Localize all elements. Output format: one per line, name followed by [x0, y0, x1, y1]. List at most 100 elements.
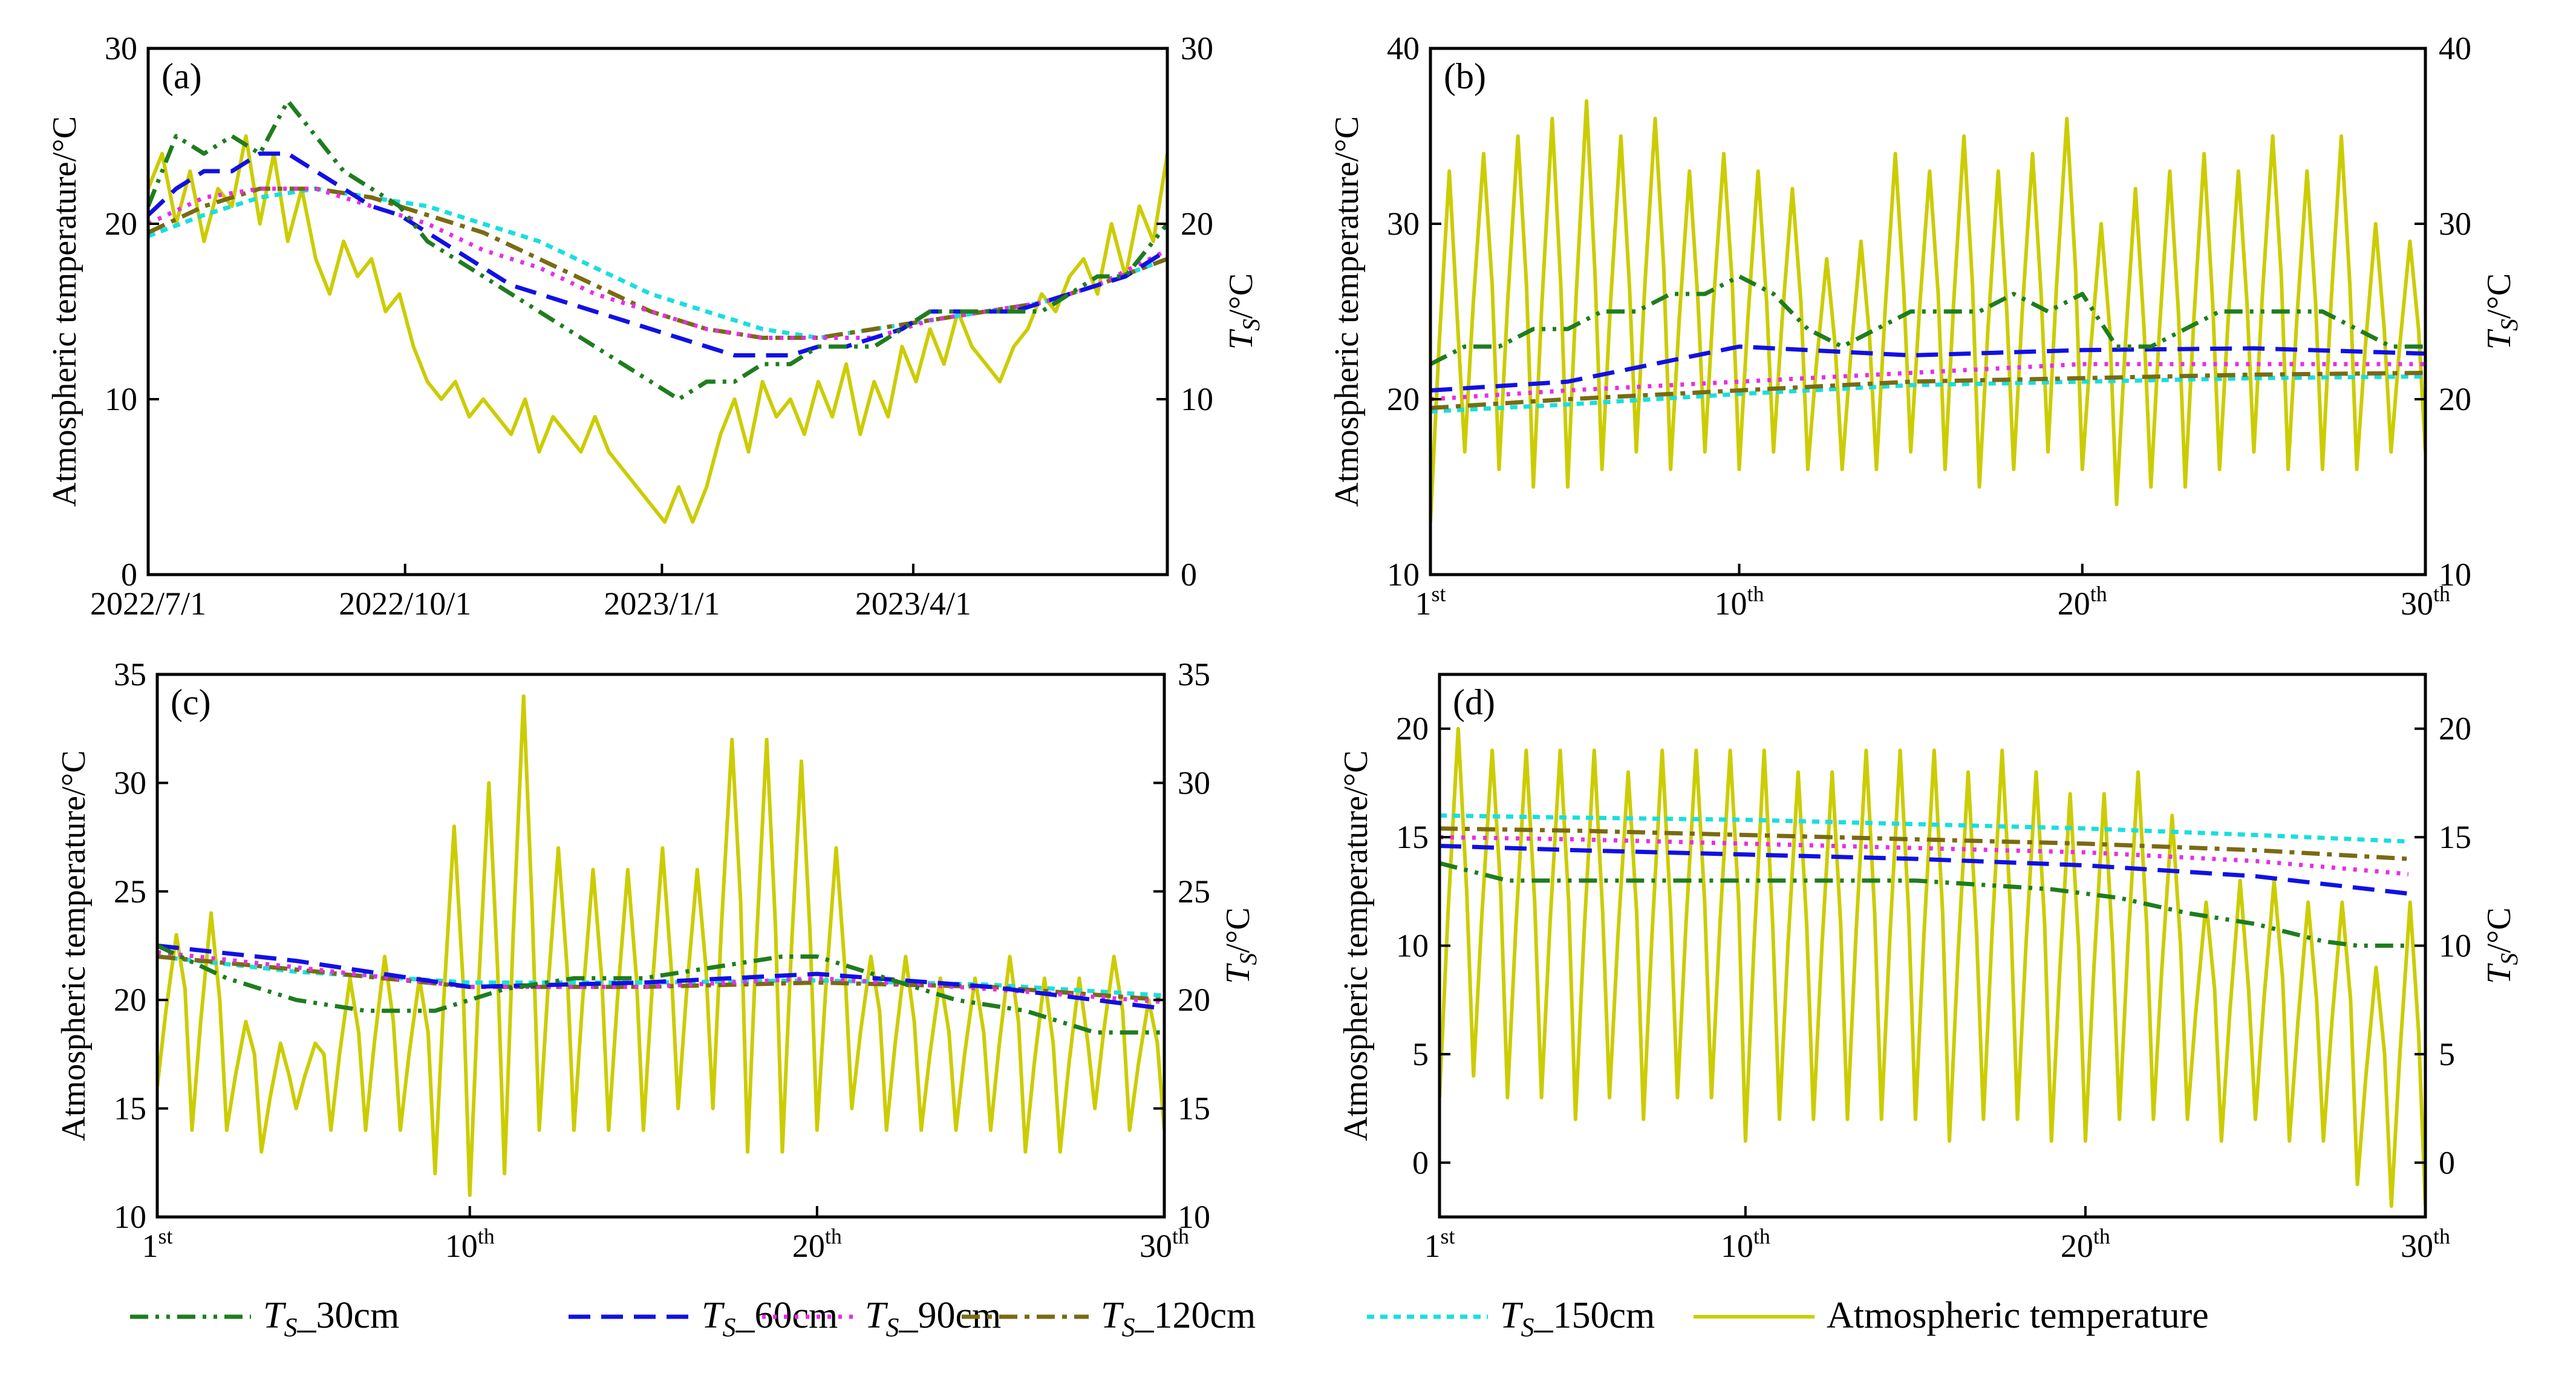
y-tick-label: 40: [1387, 30, 1420, 67]
plot-frame: [1429, 47, 2427, 576]
y-tick-label: 10: [105, 381, 137, 417]
y-tick-label-right: 30: [2439, 206, 2471, 242]
x-tick-label: 1st: [142, 1224, 172, 1264]
y-tick-label: 5: [1412, 1036, 1429, 1072]
panel-b: 10 10 20 20 30 30 40 40 1st 10th 20th 30th (b) Atmosp…: [1328, 30, 2523, 622]
plot-frame: [146, 47, 1169, 576]
y-axis-label-left: Atmospheric temperature/°C: [1328, 116, 1366, 507]
atmospheric-temperature-line: [1440, 726, 2425, 1208]
y-axis-label-right: TS/°C: [1222, 273, 1265, 350]
panel-c: 10 10 15 15 20 20 25 25 30 30 35 35 1st 10th 20th 30th (…: [55, 656, 1262, 1264]
x-tick-label: 30th: [1140, 1224, 1189, 1264]
y-tick-label: 25: [114, 873, 146, 910]
y-tick-label: 20: [114, 982, 146, 1018]
y-tick-label: 20: [1396, 711, 1429, 747]
x-tick-label: 30th: [2401, 1224, 2450, 1264]
x-tick-label: 2023/4/1: [855, 585, 971, 622]
ts60-line: [148, 151, 1167, 357]
y-tick-label: 15: [1396, 819, 1429, 855]
legend: TS_30cm TS_60cm TS_90cm TS_120cm TS_150cm Atm…: [130, 1295, 2209, 1342]
y-tick-label: 10: [114, 1199, 146, 1235]
atmospheric-temperature-line: [157, 694, 1164, 1198]
legend-label-ts150: TS_150cm: [1500, 1295, 1655, 1342]
x-tick-label: 1st: [1415, 582, 1446, 622]
y-tick-label-right: 25: [1178, 873, 1210, 910]
panel-tag: (d): [1453, 682, 1495, 722]
ts120-line: [1440, 826, 2409, 861]
y-tick-label-right: 10: [2439, 928, 2471, 964]
y-tick-label-right: 20: [2439, 381, 2471, 417]
legend-label-ts120: TS_120cm: [1101, 1295, 1256, 1342]
legend-label-ts90: TS_90cm: [865, 1295, 1001, 1342]
y-tick-label-right: 0: [1181, 556, 1197, 593]
y-tick-label-right: 15: [1178, 1091, 1210, 1127]
y-tick-label-right: 30: [1181, 30, 1213, 67]
x-tick-label: 2023/1/1: [604, 585, 720, 622]
ts150-line: [157, 954, 1164, 998]
legend-item-ts30: TS_30cm: [130, 1295, 399, 1342]
ts30-line: [148, 99, 1167, 402]
ts60-line: [1430, 344, 2425, 393]
y-axis-label-left: Atmospheric temperature/°C: [1337, 751, 1375, 1141]
y-tick-label-right: 30: [1178, 765, 1210, 801]
ts30-line: [157, 944, 1164, 1035]
x-tick-label: 10th: [1715, 582, 1764, 622]
ts60-line: [157, 944, 1164, 1011]
plot-frame: [155, 673, 1166, 1219]
y-tick-label: 30: [1387, 206, 1420, 242]
y-tick-label-right: 40: [2439, 30, 2471, 67]
y-tick-label-right: 10: [1178, 1199, 1210, 1235]
y-tick-label: 35: [114, 656, 146, 693]
ts90-line: [1430, 362, 2425, 402]
y-axis-label-right: TS/°C: [1219, 907, 1262, 983]
y-tick-label: 20: [105, 206, 137, 242]
y-tick-label: 0: [121, 556, 137, 593]
legend-item-ts150: TS_150cm: [1367, 1295, 1655, 1342]
legend-item-ts120: TS_120cm: [962, 1295, 1256, 1342]
ts30-line: [1440, 861, 2408, 948]
panel-d: 0 0 5 5 10 10 15 15 20 20 1st 10th 20th 30th (d) Atmosp…: [1337, 673, 2523, 1264]
ts150-line: [1440, 813, 2409, 844]
ts150-line: [1430, 374, 2425, 414]
y-tick-label-right: 20: [1178, 982, 1210, 1018]
plot-area-b: [1430, 99, 2425, 523]
ts120-line: [148, 186, 1167, 340]
x-tick-label: 30th: [2401, 582, 2450, 622]
x-tick-label: 10th: [445, 1224, 495, 1264]
ts60-line: [1440, 843, 2409, 896]
y-tick-label-right: 20: [1181, 206, 1213, 242]
y-tick-label-right: 10: [1181, 381, 1213, 417]
y-axis-label-right: TS/°C: [2480, 273, 2523, 350]
x-tick-label: 20th: [2061, 1224, 2110, 1264]
y-axis-label-left: Atmospheric temperature/°C: [55, 751, 93, 1141]
panel-tag: (b): [1444, 56, 1486, 96]
ts90-line: [1440, 835, 2409, 876]
y-tick-label-right: 35: [1178, 656, 1210, 693]
y-tick-label: 15: [114, 1091, 146, 1127]
x-tick-label: 2022/10/1: [339, 585, 471, 622]
legend-label-atm: Atmospheric temperature: [1827, 1295, 2209, 1336]
y-tick-label-right: 0: [2439, 1144, 2455, 1181]
x-tick-label: 10th: [1721, 1224, 1770, 1264]
panel-a: 0 0 10 10 20 20 30 30 2022/7/1 2022/10/1 2023/1/1 2…: [46, 30, 1265, 622]
x-tick-label: 2022/7/1: [90, 585, 206, 622]
y-tick-label: 10: [1387, 556, 1420, 593]
x-tick-label: 20th: [2058, 582, 2107, 622]
atmospheric-temperature-line: [148, 134, 1167, 524]
legend-item-ts90: TS_90cm: [762, 1295, 1001, 1342]
y-tick-label: 10: [1396, 928, 1429, 964]
y-tick-label-right: 15: [2439, 819, 2471, 855]
y-tick-label: 30: [105, 30, 137, 67]
y-tick-label-right: 5: [2439, 1036, 2455, 1072]
legend-item-atm: Atmospheric temperature: [1694, 1295, 2209, 1336]
panel-tag: (a): [161, 56, 202, 96]
x-tick-label: 1st: [1424, 1224, 1455, 1264]
y-tick-label-right: 20: [2439, 711, 2471, 747]
legend-label-ts30: TS_30cm: [263, 1295, 399, 1342]
y-axis-label-right: TS/°C: [2480, 907, 2523, 983]
y-tick-label-right: 10: [2439, 556, 2471, 593]
y-tick-label: 0: [1412, 1144, 1429, 1181]
y-axis-label-left: Atmospheric temperature/°C: [46, 116, 83, 507]
plot-area-c: [157, 694, 1164, 1198]
